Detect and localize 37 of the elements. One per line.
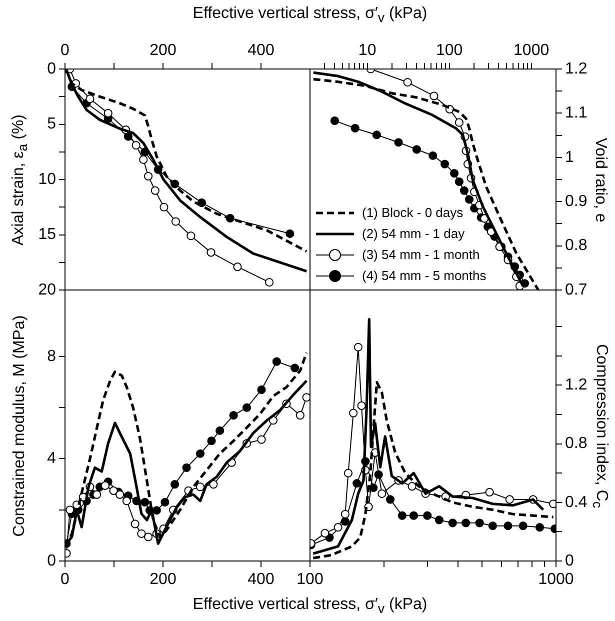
y-axis-title: Constrained modulus, M (MPa) [11, 314, 29, 536]
y-tick-label: 0 [47, 60, 56, 78]
x-tick-label: 400 [248, 42, 274, 59]
x-tick-label: 200 [150, 571, 176, 588]
x-tick-label: 0 [60, 42, 70, 59]
y-tick-label: 1.2 [565, 60, 588, 78]
x-axis-title: Effective vertical stress, σ′$_{v}$ (kPa) [192, 4, 428, 26]
y-tick-label: 1 [565, 148, 574, 166]
y-tick-label: 0.9 [565, 193, 588, 210]
y-tick-label: 1.1 [565, 104, 588, 122]
x-tick-label: 10 [358, 42, 376, 59]
y-tick-label: 4 [47, 450, 56, 468]
y-tick-label: 0.4 [565, 494, 588, 511]
x-tick-label: 0 [60, 571, 70, 588]
y-tick-label: 0.8 [565, 237, 588, 254]
x-tick-label: 400 [248, 571, 274, 588]
legend-label: (3) 54 mm - 1 month [362, 247, 480, 262]
y-tick-label: 0.7 [565, 281, 588, 298]
x-axis-title: Effective vertical stress, σ′$_{v}$ (kPa) [192, 596, 428, 616]
x-tick-label: 1000 [514, 42, 550, 59]
legend-label: (1) Block - 0 days [362, 205, 464, 220]
x-tick-label: 100 [296, 571, 324, 588]
x-tick-label: 1000 [538, 571, 574, 588]
y-axis-title: Void ratio, e [591, 137, 609, 222]
y-tick-label: 0 [47, 552, 56, 570]
y-tick-label: 1.2 [565, 376, 588, 394]
y-tick-label: 10 [38, 170, 56, 188]
y-tick-label: 0.8 [565, 435, 588, 452]
x-tick-label: 100 [436, 42, 463, 59]
y-tick-label: 5 [47, 116, 56, 133]
legend-label: (4) 54 mm - 5 months [362, 268, 486, 283]
legend-label: (2) 54 mm - 1 day [362, 226, 465, 241]
x-tick-label: 200 [150, 42, 176, 59]
y-tick-label: 15 [38, 226, 56, 244]
y-tick-label: 20 [38, 281, 56, 298]
y-tick-label: 8 [47, 348, 56, 365]
y-tick-label: 0 [565, 552, 574, 570]
